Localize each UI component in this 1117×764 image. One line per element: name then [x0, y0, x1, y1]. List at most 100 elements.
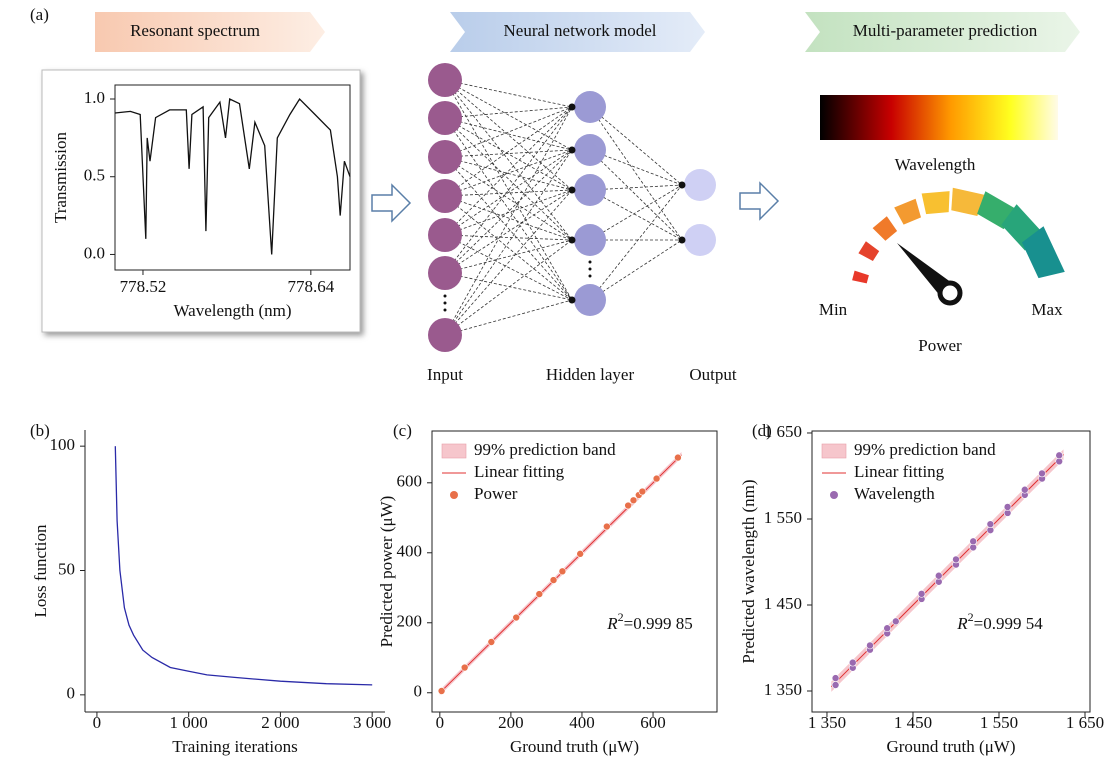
legend-label: Linear fitting — [854, 462, 945, 481]
input-node — [428, 140, 462, 174]
edge — [445, 107, 572, 235]
x-tick-label: 3 000 — [353, 713, 391, 732]
edge — [445, 196, 572, 240]
input-node — [428, 63, 462, 97]
y-tick-label: 1 450 — [764, 594, 802, 613]
gauge-segment — [922, 191, 950, 214]
edge — [445, 118, 572, 190]
legend-label: 99% prediction band — [474, 440, 616, 459]
x-tick-label: 1 650 — [1066, 713, 1104, 732]
gauge-segment — [894, 199, 921, 225]
data-point — [674, 454, 681, 461]
x-tick-label: 0 — [93, 713, 102, 732]
ellipsis-dot — [444, 302, 447, 305]
x-tick-label: 600 — [640, 713, 666, 732]
gauge-min: Min — [819, 300, 848, 319]
data-point — [438, 688, 445, 695]
edge — [445, 150, 572, 273]
input-node — [428, 218, 462, 252]
edge — [445, 190, 572, 335]
data-point — [653, 475, 660, 482]
y-tick-label: 400 — [397, 542, 423, 561]
data-point — [1004, 503, 1011, 510]
hidden-node — [574, 284, 606, 316]
data-point — [639, 488, 646, 495]
data-line — [115, 446, 372, 685]
r2-value: =0.999 54 — [974, 614, 1044, 633]
x-tick-label: 1 550 — [980, 713, 1018, 732]
edge — [590, 240, 682, 300]
panel-label: (c) — [393, 421, 412, 440]
data-point — [550, 577, 557, 584]
x-axis-label: Wavelength (nm) — [173, 301, 291, 320]
y-tick-label: 1.0 — [84, 88, 105, 107]
gauge-label: Power — [918, 336, 962, 355]
arrow — [372, 185, 410, 221]
step-label: Resonant spectrum — [130, 21, 260, 40]
r2-value: =0.999 85 — [624, 614, 693, 633]
data-point — [952, 556, 959, 563]
input-node — [428, 101, 462, 135]
input-node — [428, 179, 462, 213]
edge — [445, 235, 572, 240]
colorbar-label: Wavelength — [895, 155, 976, 174]
gauge-segment — [858, 241, 879, 261]
edge — [445, 107, 572, 196]
hidden-node — [574, 134, 606, 166]
node-port — [569, 147, 576, 154]
hidden-node — [574, 91, 606, 123]
legend-swatch — [830, 491, 838, 499]
layer-label: Output — [689, 365, 737, 384]
ellipsis-dot — [589, 261, 592, 264]
data-point — [918, 590, 925, 597]
y-axis-label: Transmission — [51, 131, 70, 223]
x-tick-label: 778.64 — [287, 277, 334, 296]
node-port — [679, 182, 686, 189]
x-axis-label: Ground truth (μW) — [510, 737, 639, 756]
arrow — [740, 183, 778, 219]
ellipsis-dot — [589, 268, 592, 271]
edge — [445, 118, 572, 240]
legend-label: Linear fitting — [474, 462, 565, 481]
x-tick-label: 2 000 — [261, 713, 299, 732]
x-tick-label: 1 350 — [808, 713, 846, 732]
y-tick-label: 200 — [397, 612, 423, 631]
y-tick-label: 1 350 — [764, 680, 802, 699]
x-tick-label: 400 — [569, 713, 595, 732]
ellipsis-dot — [444, 309, 447, 312]
y-tick-label: 1 550 — [764, 508, 802, 527]
step-label: Multi-parameter prediction — [853, 21, 1038, 40]
data-point — [832, 675, 839, 682]
edge — [445, 80, 572, 300]
x-tick-label: 200 — [498, 713, 524, 732]
r2-symbol: R — [956, 614, 968, 633]
data-point — [630, 497, 637, 504]
layer-label: Hidden layer — [546, 365, 635, 384]
edge — [445, 300, 572, 335]
y-axis-label: Predicted power (μW) — [377, 496, 396, 648]
r2-annotation: R2=0.999 85 — [606, 610, 692, 633]
gauge-hub — [940, 283, 960, 303]
data-point — [892, 618, 899, 625]
legend-swatch — [822, 444, 846, 458]
x-tick-label: 0 — [436, 713, 445, 732]
x-tick-label: 778.52 — [120, 277, 167, 296]
node-port — [679, 237, 686, 244]
colorbar — [820, 95, 1058, 140]
panel-label: (b) — [30, 421, 50, 440]
r2-symbol: R — [606, 614, 618, 633]
node-port — [569, 104, 576, 111]
node-port — [569, 187, 576, 194]
data-point — [536, 591, 543, 598]
data-point — [884, 625, 891, 632]
edge — [445, 150, 572, 335]
edge — [445, 107, 572, 335]
input-node — [428, 318, 462, 352]
data-point — [1021, 486, 1028, 493]
edge — [445, 118, 572, 150]
node-port — [569, 297, 576, 304]
data-point — [866, 642, 873, 649]
y-tick-label: 0.0 — [84, 243, 105, 262]
output-node — [684, 224, 716, 256]
gauge-segment — [873, 216, 898, 241]
